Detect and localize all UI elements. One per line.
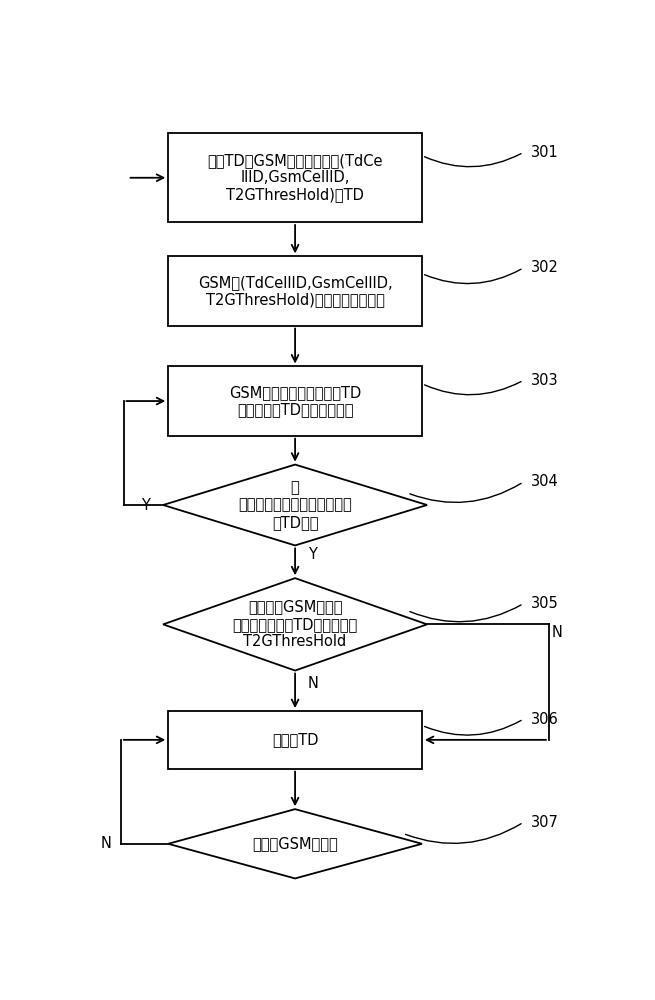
Text: N: N [100,836,111,851]
Text: N: N [308,676,318,691]
Text: 307: 307 [531,815,559,830]
Text: N: N [552,625,562,640]
Text: 301: 301 [531,145,559,160]
Text: 在
重选门限列表中查找是否存在
此TD小区: 在 重选门限列表中查找是否存在 此TD小区 [238,480,352,530]
Bar [168,133,422,222]
Text: 发生TD向GSM的重选，携带(TdCe
llID,GsmCellID,
T2GThresHold)到TD: 发生TD向GSM的重选，携带(TdCe llID,GsmCellID, T2GT… [208,153,383,203]
Text: 判断当前GSM小区的
信号是否大于此TD小区对应的
T2GThresHold: 判断当前GSM小区的 信号是否大于此TD小区对应的 T2GThresHold [233,599,358,649]
Polygon shape [163,465,427,545]
Bar [168,711,422,769]
Text: 306: 306 [531,712,559,727]
Text: 303: 303 [531,373,559,388]
Bar [168,366,422,436]
Text: 304: 304 [531,474,559,489]
Text: 302: 302 [531,260,559,275]
Text: GSM按照正常的原则启动TD
测量，并对TD小区进行评估: GSM按照正常的原则启动TD 测量，并对TD小区进行评估 [229,385,361,417]
Text: 305: 305 [531,596,559,611]
Text: 发生到GSM的重选: 发生到GSM的重选 [252,836,338,851]
Text: 驻留在TD: 驻留在TD [272,732,318,747]
Text: Y: Y [141,497,150,512]
Polygon shape [163,578,427,671]
Text: GSM将(TdCellID,GsmCellID,
T2GThresHold)加入重选门限列表: GSM将(TdCellID,GsmCellID, T2GThresHold)加入… [198,275,392,307]
Bar [168,256,422,326]
Polygon shape [168,809,422,878]
Text: Y: Y [308,547,316,562]
